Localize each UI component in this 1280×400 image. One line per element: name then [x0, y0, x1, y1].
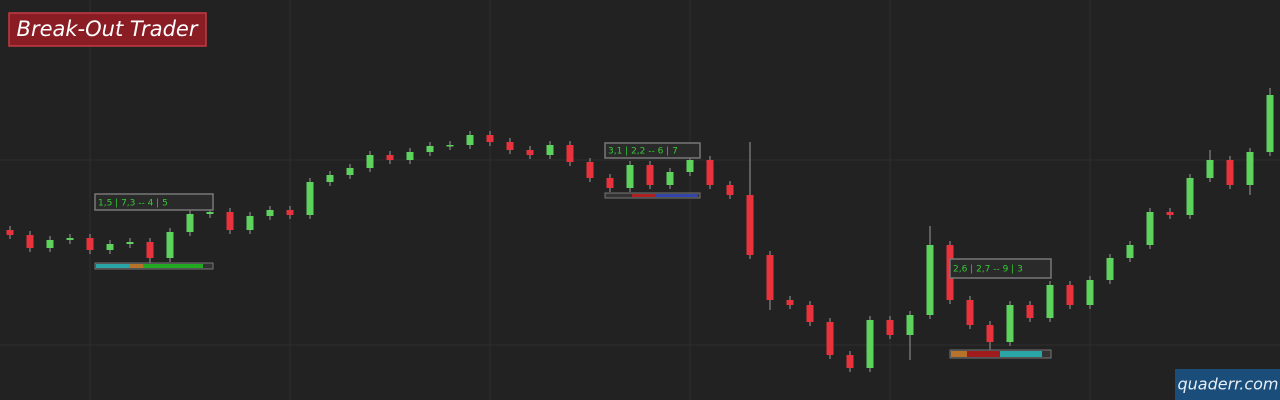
watermark-box — [1175, 369, 1280, 400]
candle-body — [726, 185, 734, 195]
candle-body — [546, 145, 554, 155]
candle-body — [1026, 305, 1034, 318]
candle-body — [366, 155, 374, 168]
bar-segment — [1000, 351, 1042, 357]
candle-body — [46, 240, 54, 248]
bar-segment — [632, 194, 656, 197]
candle-body — [146, 242, 154, 258]
candle-body — [26, 235, 34, 248]
candle-body — [966, 300, 974, 325]
signal-label: 1,5 | 7,3 -- 4 | 5 — [98, 199, 168, 209]
candle-body — [866, 320, 874, 368]
candle-body — [1266, 95, 1274, 152]
candle-body — [986, 325, 994, 342]
signal-label: 2,6 | 2,7 -- 9 | 3 — [953, 265, 1023, 275]
candle-body — [526, 150, 534, 155]
chart-title: Break-Out Trader — [17, 17, 199, 41]
candle-body — [246, 216, 254, 230]
candle-body — [226, 212, 234, 230]
candle-body — [1246, 152, 1254, 185]
candle-body — [846, 355, 854, 368]
candle-body — [206, 212, 214, 214]
title-box — [8, 12, 207, 47]
candle-body — [346, 168, 354, 175]
candle-body — [906, 315, 914, 335]
candle-body — [666, 172, 674, 185]
candle-body — [766, 255, 774, 300]
bar-segment — [951, 351, 967, 357]
candle-body — [326, 175, 334, 182]
bar-segment — [96, 264, 129, 268]
candle-body — [1046, 285, 1054, 318]
candle-body — [706, 160, 714, 185]
signal-box — [949, 258, 1052, 279]
candle-body — [6, 230, 14, 235]
candle-body — [406, 152, 414, 160]
candle-body — [1146, 212, 1154, 245]
candle-body — [746, 195, 754, 255]
candle-body — [586, 162, 594, 178]
candle-body — [266, 210, 274, 216]
candle-body — [1106, 258, 1114, 280]
candle-body — [1166, 212, 1174, 215]
bar-segment — [129, 264, 143, 268]
candle-body — [786, 300, 794, 305]
bar-segment — [967, 351, 1000, 357]
candle-body — [186, 214, 194, 232]
candle-body — [806, 305, 814, 322]
signal-box — [604, 142, 701, 159]
candle-body — [126, 242, 134, 244]
candle-body — [286, 210, 294, 215]
bar-segment — [656, 194, 698, 197]
candle-body — [1226, 160, 1234, 185]
candle-body — [486, 135, 494, 142]
candle-body — [826, 322, 834, 355]
candle-body — [86, 238, 94, 250]
candle-body — [566, 145, 574, 162]
candle-body — [1186, 178, 1194, 215]
watermark: quaderr.com — [1177, 375, 1278, 394]
candle-body — [386, 155, 394, 160]
candle-body — [686, 160, 694, 172]
candle-body — [1126, 245, 1134, 258]
candle-body — [1086, 280, 1094, 305]
candle-body — [426, 146, 434, 152]
candle-body — [926, 245, 934, 315]
candle-body — [506, 142, 514, 150]
candle-body — [466, 135, 474, 145]
candle-body — [886, 320, 894, 335]
candle-body — [446, 145, 454, 147]
candle-body — [1006, 305, 1014, 342]
candle-body — [626, 165, 634, 188]
candle-body — [1066, 285, 1074, 305]
candle-body — [1206, 160, 1214, 178]
candle-body — [306, 182, 314, 215]
bar-segment — [143, 264, 203, 268]
signal-label: 3,1 | 2,2 -- 6 | 7 — [608, 147, 678, 157]
candles — [6, 88, 1274, 372]
candle-body — [646, 165, 654, 185]
candle-body — [106, 244, 114, 250]
signal-box — [94, 193, 214, 211]
candle-body — [606, 178, 614, 188]
candle-body — [66, 238, 74, 240]
candle-body — [166, 232, 174, 258]
